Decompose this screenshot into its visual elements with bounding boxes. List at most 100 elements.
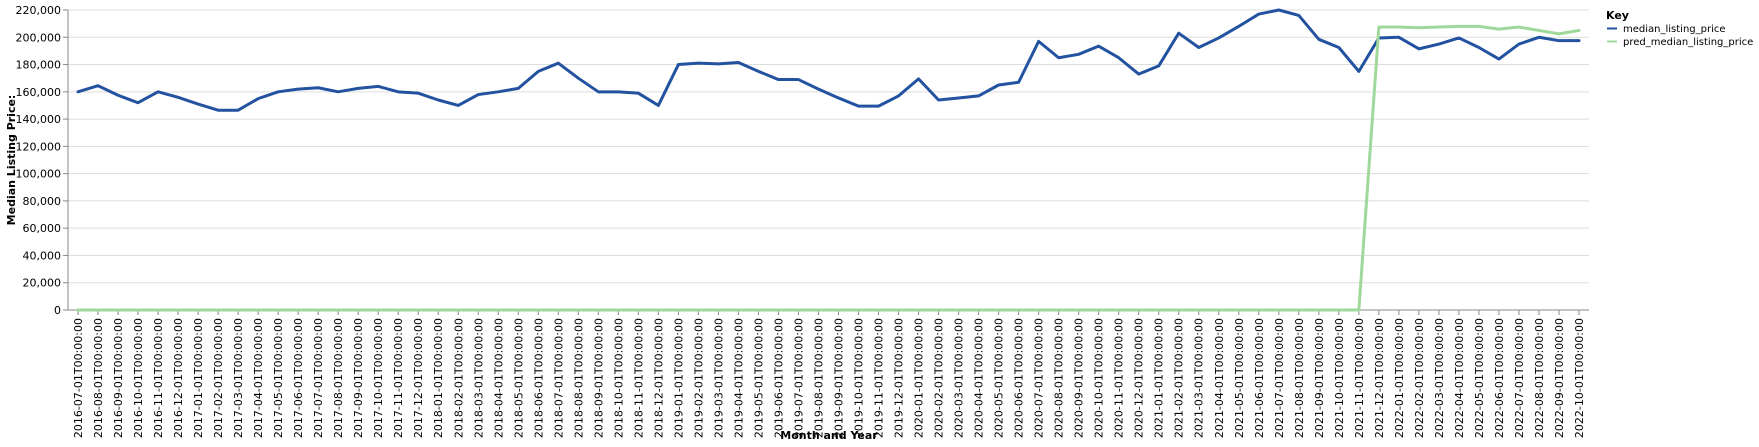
y-tick-label: 40,000 <box>23 249 62 262</box>
x-tick-label: 2018-09-01T00:00:00 <box>592 318 605 438</box>
y-tick-label: 120,000 <box>16 140 62 153</box>
series-line-pred-median-listing-price <box>76 24 1581 312</box>
legend: Key median_listing_price pred_median_list… <box>1606 9 1753 48</box>
x-tick-label: 2018-10-01T00:00:00 <box>612 318 625 438</box>
gridlines <box>68 9 1589 311</box>
x-tick-label: 2017-05-01T00:00:00 <box>272 318 285 438</box>
x-tick-label: 2022-03-01T00:00:00 <box>1433 318 1446 438</box>
x-tick-label: 2018-11-01T00:00:00 <box>632 318 645 438</box>
series-lines <box>76 8 1581 312</box>
x-tick-label: 2018-04-01T00:00:00 <box>492 318 505 438</box>
y-tick-label: 60,000 <box>23 222 62 235</box>
x-tick-label: 2021-04-01T00:00:00 <box>1213 318 1226 438</box>
series-line-median-listing-price <box>76 8 1581 112</box>
x-tick-label: 2016-07-01T00:00:00 <box>72 318 85 438</box>
x-tick-label: 2016-11-01T00:00:00 <box>152 318 165 438</box>
x-tick-label: 2021-11-01T00:00:00 <box>1353 318 1366 438</box>
x-tick-label: 2017-10-01T00:00:00 <box>372 318 385 438</box>
x-tick-label: 2017-01-01T00:00:00 <box>192 318 205 438</box>
x-tick-label: 2022-02-01T00:00:00 <box>1413 318 1426 438</box>
x-tick-label: 2020-05-01T00:00:00 <box>993 318 1006 438</box>
x-tick-label: 2016-10-01T00:00:00 <box>132 318 145 438</box>
x-tick-label: 2021-07-01T00:00:00 <box>1273 318 1286 438</box>
x-tick-label: 2018-01-01T00:00:00 <box>432 318 445 438</box>
x-tick-label: 2017-11-01T00:00:00 <box>392 318 405 438</box>
x-tick-label: 2019-07-01T00:00:00 <box>792 318 805 438</box>
x-tick-label: 2022-08-01T00:00:00 <box>1533 318 1546 438</box>
legend-label-median-listing-price: median_listing_price <box>1623 24 1726 35</box>
x-tick-label: 2019-03-01T00:00:00 <box>712 318 725 438</box>
x-tick-label: 2018-02-01T00:00:00 <box>452 318 465 438</box>
x-tick-label: 2021-02-01T00:00:00 <box>1173 318 1186 438</box>
x-tick-label: 2020-02-01T00:00:00 <box>933 318 946 438</box>
x-tick-label: 2019-10-01T00:00:00 <box>853 318 866 438</box>
x-tick-label: 2019-02-01T00:00:00 <box>692 318 705 438</box>
x-tick-label: 2018-06-01T00:00:00 <box>532 318 545 438</box>
y-axis-title: Median Listing Price: <box>5 95 18 226</box>
y-tick-label: 80,000 <box>23 195 62 208</box>
x-tick-label: 2020-09-01T00:00:00 <box>1073 318 1086 438</box>
x-tick-label: 2021-10-01T00:00:00 <box>1333 318 1346 438</box>
x-tick-label: 2022-07-01T00:00:00 <box>1513 318 1526 438</box>
x-tick-label: 2020-06-01T00:00:00 <box>1013 318 1026 438</box>
x-axis-title: Month and Year <box>780 429 878 442</box>
x-tick-label: 2018-12-01T00:00:00 <box>652 318 665 438</box>
x-tick-label: 2022-04-01T00:00:00 <box>1453 318 1466 438</box>
axes: 0 20,000 40,000 60,000 80,000 100,000 120,000 1… <box>16 4 1589 438</box>
x-tick-label: 2019-09-01T00:00:00 <box>833 318 846 438</box>
x-tick-label: 2022-09-01T00:00:00 <box>1553 318 1566 438</box>
y-tick-label: 100,000 <box>16 168 62 181</box>
x-tick-label: 2020-12-01T00:00:00 <box>1133 318 1146 438</box>
x-tick-label: 2016-12-01T00:00:00 <box>172 318 185 438</box>
x-tick-label: 2021-12-01T00:00:00 <box>1373 318 1386 438</box>
x-tick-label: 2021-09-01T00:00:00 <box>1313 318 1326 438</box>
legend-title: Key <box>1606 9 1629 22</box>
x-tick-label: 2017-07-01T00:00:00 <box>312 318 325 438</box>
x-tick-label: 2020-08-01T00:00:00 <box>1053 318 1066 438</box>
x-tick-label: 2017-06-01T00:00:00 <box>292 318 305 438</box>
x-tick-label: 2019-08-01T00:00:00 <box>812 318 825 438</box>
x-tick-label: 2019-11-01T00:00:00 <box>873 318 886 438</box>
x-tick-label: 2020-03-01T00:00:00 <box>953 318 966 438</box>
x-tick-label: 2016-09-01T00:00:00 <box>112 318 125 438</box>
x-tick-label: 2022-05-01T00:00:00 <box>1473 318 1486 438</box>
y-tick-label: 0 <box>54 304 61 317</box>
x-tick-label: 2019-06-01T00:00:00 <box>772 318 785 438</box>
x-tick-label: 2019-01-01T00:00:00 <box>672 318 685 438</box>
x-tick-label: 2021-01-01T00:00:00 <box>1153 318 1166 438</box>
x-tick-label: 2016-08-01T00:00:00 <box>92 318 105 438</box>
y-tick-label: 160,000 <box>16 86 62 99</box>
x-tick-label: 2017-02-01T00:00:00 <box>212 318 225 438</box>
x-tick-label: 2017-08-01T00:00:00 <box>332 318 345 438</box>
x-tick-label: 2020-11-01T00:00:00 <box>1113 318 1126 438</box>
x-tick-label: 2017-03-01T00:00:00 <box>232 318 245 438</box>
x-tick-label: 2018-05-01T00:00:00 <box>512 318 525 438</box>
y-tick-label: 20,000 <box>23 277 62 290</box>
x-tick-label: 2020-04-01T00:00:00 <box>973 318 986 438</box>
x-tick-label: 2021-08-01T00:00:00 <box>1293 318 1306 438</box>
x-tick-label: 2021-06-01T00:00:00 <box>1253 318 1266 438</box>
x-tick-label: 2019-12-01T00:00:00 <box>893 318 906 438</box>
x-tick-label: 2019-04-01T00:00:00 <box>732 318 745 438</box>
x-tick-label: 2019-05-01T00:00:00 <box>752 318 765 438</box>
x-tick-label: 2022-06-01T00:00:00 <box>1493 318 1506 438</box>
x-tick-label: 2020-01-01T00:00:00 <box>913 318 926 438</box>
x-tick-label: 2018-08-01T00:00:00 <box>572 318 585 438</box>
x-tick-label: 2020-07-01T00:00:00 <box>1033 318 1046 438</box>
y-tick-label: 220,000 <box>16 4 62 17</box>
x-tick-label: 2017-12-01T00:00:00 <box>412 318 425 438</box>
x-tick-label: 2022-10-01T00:00:00 <box>1573 318 1586 438</box>
legend-label-pred-median-listing-price: pred_median_listing_price <box>1623 37 1753 48</box>
y-tick-label: 180,000 <box>16 59 62 72</box>
x-tick-label: 2021-03-01T00:00:00 <box>1193 318 1206 438</box>
x-tick-label: 2022-01-01T00:00:00 <box>1393 318 1406 438</box>
x-tick-label: 2018-07-01T00:00:00 <box>552 318 565 438</box>
x-tick-label: 2017-09-01T00:00:00 <box>352 318 365 438</box>
x-tick-label: 2021-05-01T00:00:00 <box>1233 318 1246 438</box>
y-tick-label: 140,000 <box>16 113 62 126</box>
x-tick-label: 2020-10-01T00:00:00 <box>1093 318 1106 438</box>
x-tick-label: 2017-04-01T00:00:00 <box>252 318 265 438</box>
y-tick-label: 200,000 <box>16 31 62 44</box>
